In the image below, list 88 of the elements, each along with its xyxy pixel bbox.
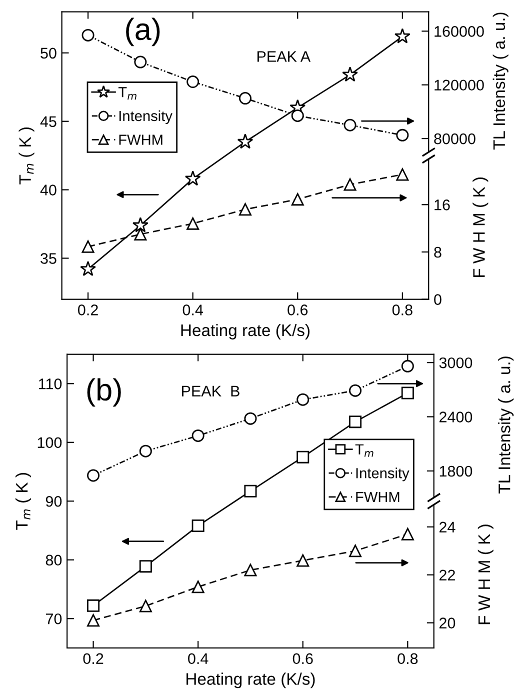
point [139,560,152,573]
point [82,240,94,253]
point [349,544,362,558]
x-tick-label: 0.4 [188,653,208,664]
y2-tick-label: 160000 [434,26,484,37]
point [244,484,257,498]
y-axis-title: T$_{m}$ ( K ) [16,473,32,530]
point [244,412,257,425]
y2-tick-label: 2400 [440,412,472,422]
point [134,56,147,68]
point [344,178,356,191]
legend-label: FWHM [356,492,400,502]
x-tick-label: 0.6 [288,304,308,316]
y3-tick-label: 24 [440,522,456,532]
annotation: PEAK B [182,386,240,396]
y2-axis-title: TL Intensity ( a. u.) [492,12,508,150]
y2-tick-label: 1800 [440,466,472,477]
point [296,554,310,567]
point [349,416,362,428]
point [82,28,94,42]
x-tick-label: 0.8 [398,653,418,664]
point [396,168,409,181]
y-tick-label: 100 [38,437,62,448]
y2-axis-title: TL Intensity ( a. u.) [498,356,514,494]
x-axis-title: Heating rate (K/s) [181,324,310,340]
point [291,193,304,206]
legend-label: Intensity [356,468,410,482]
point [401,386,414,400]
point [237,134,254,149]
y-tick-label: 90 [46,496,62,507]
point [244,564,257,576]
x-tick-label: 0.6 [292,653,313,664]
legend-label: T$_{m}$ [355,444,374,457]
point [396,128,409,142]
y3-tick-label: 20 [440,618,456,628]
legend-label: T$_{m}$ [118,87,136,100]
x-axis-title: Heating rate (K/s) [186,672,315,688]
point [238,92,252,105]
y3-tick-label: 16 [434,200,450,210]
point [349,384,362,397]
y-tick-label: 45 [40,116,56,128]
point [186,217,200,230]
point [192,580,204,594]
y-axis-title: T$_{m}$ ( K ) [18,127,34,184]
point [87,469,100,482]
x-tick-label: 0.2 [83,653,104,664]
point [134,228,147,240]
point [296,450,310,464]
annotation: (a) [126,18,160,46]
point [344,118,356,132]
x-tick-label: 0.4 [182,304,204,316]
legend-label: FWHM [119,134,162,145]
point [401,360,414,372]
point [139,600,152,612]
x-tick-label: 0.8 [392,304,412,316]
legend-label: Intensity [119,110,172,124]
point [139,444,152,458]
y-tick-label: 50 [40,48,56,59]
point [291,109,304,122]
point [192,429,204,442]
y-tick-label: 35 [40,253,56,264]
point [342,66,358,82]
y3-axis-title: F W H M ( K ) [478,524,494,624]
y2-tick-label: 80000 [434,133,476,144]
point [186,76,200,88]
y3-axis-title: F W H M ( K ) [472,178,488,277]
y2-tick-label: 3000 [439,357,472,368]
point [296,393,310,406]
y-tick-label: 40 [40,184,56,196]
x-tick-label: 0.2 [78,304,98,316]
annotation: (b) [87,378,121,407]
point [132,217,148,232]
point [394,28,410,44]
y-tick-label: 110 [39,378,62,390]
point [80,260,96,276]
point [87,614,100,627]
y3-tick-label: 8 [434,246,442,258]
point [184,170,201,186]
y3-tick-label: 22 [440,570,455,580]
y-tick-label: 70 [46,613,62,624]
y3-tick-label: 0 [434,294,442,305]
y-tick-label: 80 [46,554,62,566]
point [238,203,252,216]
annotation: PEAK A [257,51,311,62]
point [87,599,100,612]
y2-tick-label: 120000 [434,80,484,91]
point [401,528,414,540]
point [192,520,204,532]
